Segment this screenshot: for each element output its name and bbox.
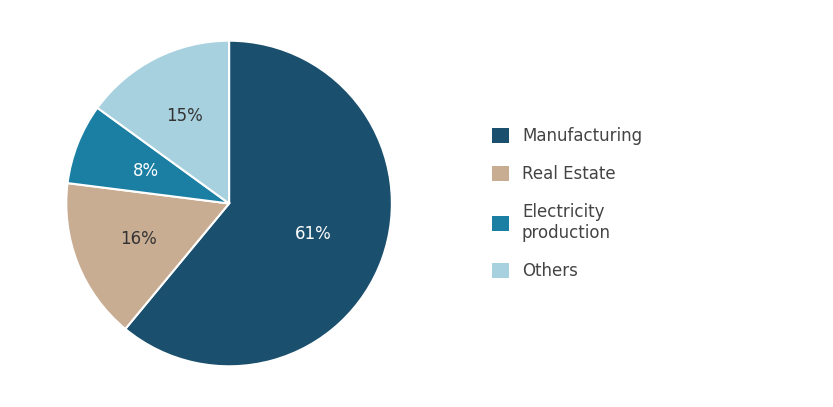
Wedge shape bbox=[67, 108, 229, 204]
Text: 15%: 15% bbox=[167, 107, 203, 125]
Text: 8%: 8% bbox=[132, 162, 159, 179]
Text: 16%: 16% bbox=[120, 230, 157, 248]
Wedge shape bbox=[67, 183, 229, 329]
Wedge shape bbox=[97, 41, 229, 204]
Text: 61%: 61% bbox=[295, 225, 332, 243]
Wedge shape bbox=[125, 41, 392, 366]
Legend: Manufacturing, Real Estate, Electricity
production, Others: Manufacturing, Real Estate, Electricity … bbox=[486, 120, 649, 287]
